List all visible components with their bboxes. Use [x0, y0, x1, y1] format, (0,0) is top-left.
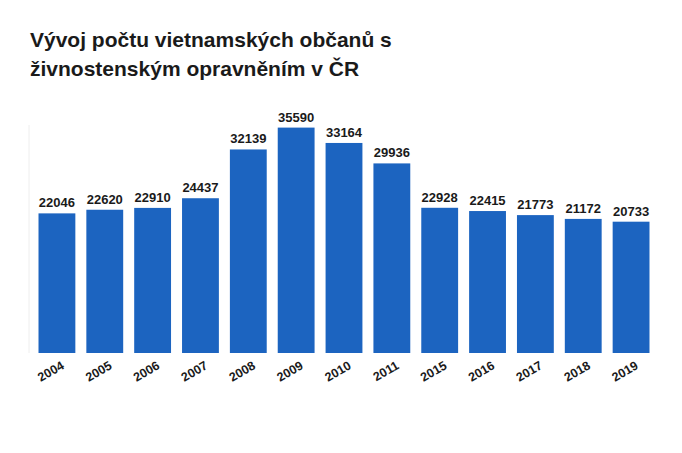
- data-label: 21773: [517, 197, 553, 212]
- data-label: 22620: [87, 192, 123, 207]
- title: Vývoj počtu vietnamských občanů s živnost…: [30, 28, 392, 80]
- x-tick-label: 2006: [131, 358, 162, 384]
- y-axis-line: [29, 125, 30, 353]
- x-tick-label: 2010: [322, 358, 353, 384]
- data-label: 29936: [374, 145, 410, 160]
- data-label: 22928: [422, 190, 458, 205]
- bar: [517, 215, 554, 353]
- x-tick-label: 2007: [179, 358, 210, 384]
- data-label: 22910: [135, 190, 171, 205]
- data-label: 21172: [566, 201, 601, 216]
- x-tick-label: 2005: [83, 358, 114, 384]
- bar: [613, 222, 650, 353]
- title-line: Vývoj počtu vietnamských občanů s: [30, 28, 392, 51]
- bar: [469, 211, 506, 353]
- data-label: 35590: [278, 110, 314, 125]
- bar: [134, 208, 171, 353]
- data-label: 22046: [39, 195, 75, 210]
- x-tick-label: 2004: [35, 358, 66, 384]
- chart: Vývoj počtu vietnamských občanů s živnost…: [0, 0, 682, 453]
- bars: [39, 128, 650, 353]
- x-tick-label: 2011: [371, 358, 402, 384]
- bar: [565, 219, 602, 353]
- data-labels: 22046 22620 22910 24437 32139 35590 33164 29936…: [39, 110, 649, 219]
- bar: [278, 128, 315, 353]
- bar: [230, 149, 267, 353]
- data-label: 20733: [613, 204, 649, 219]
- x-tick-labels: 2004 2005 2006 2007 2008 2009 2010 2011 2015 2016…: [35, 358, 640, 384]
- x-tick-label: 2015: [418, 358, 449, 384]
- x-tick-label: 2009: [275, 358, 306, 384]
- bar: [86, 210, 123, 353]
- bar: [373, 163, 410, 353]
- x-tick-label: 2018: [562, 358, 593, 384]
- bar: [326, 143, 363, 353]
- title-line: živnostenským opravněním v ČR: [30, 57, 359, 80]
- bar: [421, 208, 458, 353]
- data-label: 33164: [326, 125, 363, 140]
- background: [0, 0, 682, 453]
- bar: [39, 213, 76, 353]
- data-label: 24437: [182, 180, 218, 195]
- x-tick-label: 2008: [227, 358, 258, 384]
- bar: [182, 198, 219, 353]
- data-label: 22415: [469, 193, 505, 208]
- x-tick-label: 2019: [609, 358, 640, 384]
- x-tick-label: 2017: [514, 358, 545, 384]
- x-tick-label: 2016: [466, 358, 497, 384]
- data-label: 32139: [230, 131, 266, 146]
